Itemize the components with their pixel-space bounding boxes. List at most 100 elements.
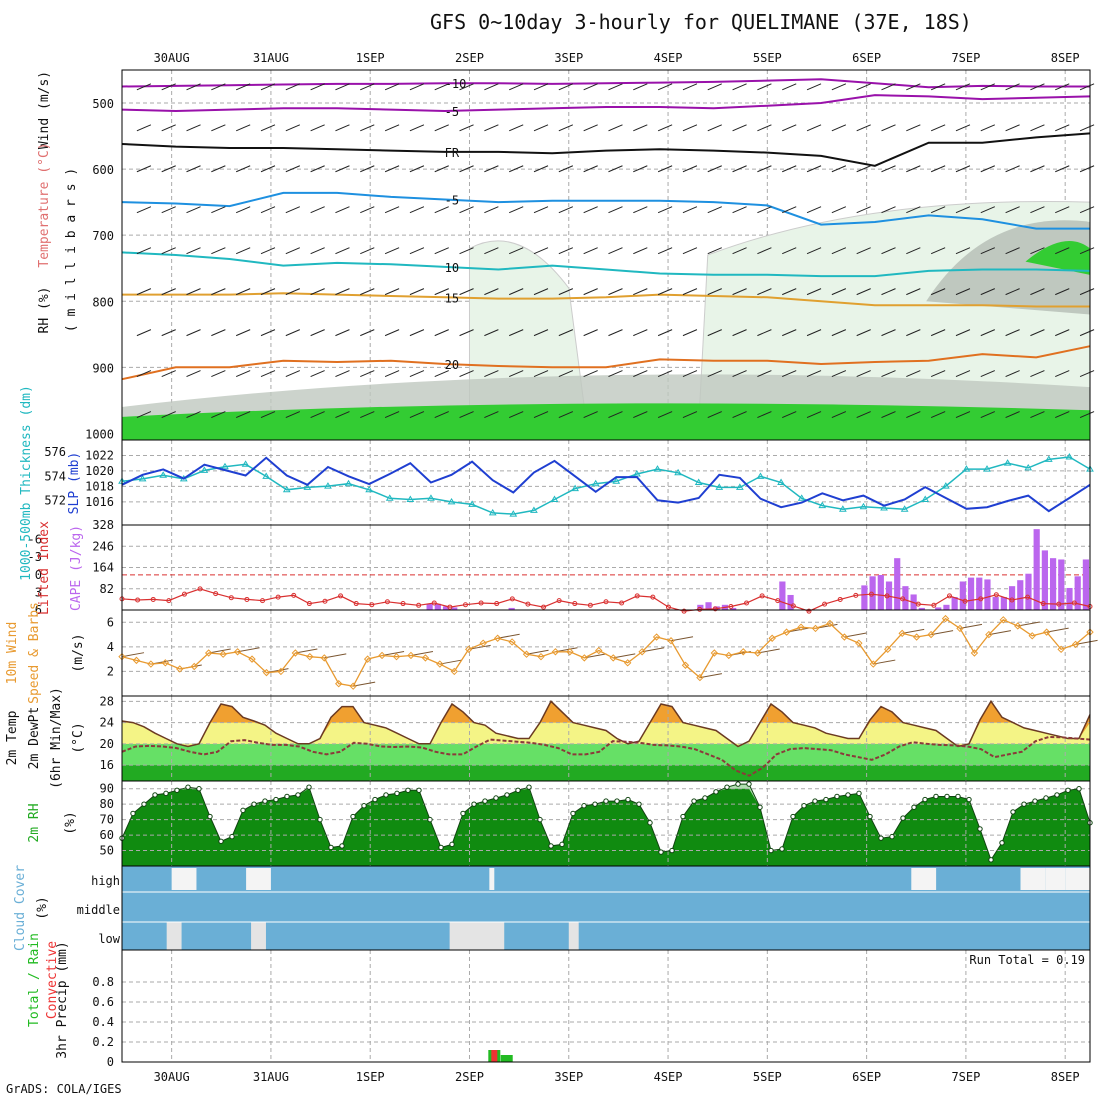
wind-speed-marker: [927, 630, 935, 639]
wind-barb: [360, 411, 375, 418]
cape-bar: [705, 602, 712, 610]
precip-convective-label: Convective: [45, 941, 60, 1019]
wind-barb: [930, 83, 946, 91]
wind-speed-marker: [710, 649, 719, 657]
rh-marker: [471, 801, 477, 807]
wind-barb: [186, 165, 201, 173]
wind-barb: [484, 288, 499, 296]
wind-barb: [1030, 83, 1045, 91]
wind-barb: [633, 370, 648, 378]
wind-barb: [955, 83, 971, 91]
cape-bar: [442, 606, 450, 610]
wind-speed-line: [121, 617, 1091, 687]
wind-barb: [930, 206, 946, 214]
wind-barb: [186, 124, 201, 132]
wind-barb: [260, 165, 276, 173]
wind-barb: [806, 165, 822, 173]
temp-axis-label: 2m Temp: [5, 710, 20, 765]
wind-barb: [208, 648, 231, 654]
rh-marker: [482, 798, 488, 804]
wind-barb: [558, 329, 574, 337]
isotherm-label: -10: [445, 77, 467, 91]
cape-tick-label: 164: [92, 561, 114, 575]
wind-speed-marker: [537, 652, 545, 661]
lifted-index-marker: [260, 598, 266, 604]
wind-barb: [906, 124, 921, 132]
wind-speed-marker: [421, 654, 430, 662]
rh-marker: [394, 790, 400, 797]
thickness-marker: [591, 479, 600, 487]
rh-marker: [1010, 809, 1016, 815]
wind-barb: [211, 206, 226, 214]
wind-barb: [335, 411, 350, 418]
wind-barb: [558, 247, 574, 255]
thickness-tick-label: 574: [44, 469, 66, 483]
wind-barb: [384, 370, 400, 378]
wind-tick-label: 6: [107, 615, 114, 629]
wind-barb: [360, 206, 375, 214]
rh-marker: [933, 793, 939, 800]
wind-barb: [1055, 83, 1070, 91]
wind-barb: [980, 370, 995, 378]
lifted-index-marker: [931, 602, 937, 608]
lifted-index-marker: [384, 599, 390, 605]
lifted-index-marker: [166, 598, 172, 604]
wind-barb: [657, 83, 673, 91]
wind-barb: [384, 288, 400, 296]
lifted-index-marker: [338, 593, 344, 599]
wind-barb: [335, 247, 350, 255]
wind-barb: [881, 206, 896, 214]
thickness-marker: [571, 484, 579, 492]
cape-bar: [877, 575, 884, 610]
wind-barb: [235, 288, 251, 296]
rh-tick-label: 50: [100, 844, 114, 858]
lifted-index-marker: [494, 601, 500, 607]
wind-barb: [707, 288, 722, 296]
rh-marker: [185, 784, 191, 790]
wind-barb: [732, 165, 747, 173]
temp-tick-label: 24: [100, 716, 114, 730]
wind-barb: [831, 83, 847, 91]
lifted-index-marker: [135, 597, 141, 603]
wind-barb: [484, 370, 499, 378]
top-day-label: 8SEP: [1051, 51, 1080, 65]
rh-marker: [592, 801, 598, 807]
wind-barb: [732, 206, 747, 214]
wind-speed-marker: [782, 628, 791, 636]
wind-barb: [757, 370, 772, 378]
wind-speed-marker: [219, 650, 227, 658]
cape-axis-label: CAPE (J/kg): [69, 525, 84, 611]
cape-bar: [1066, 587, 1073, 610]
thickness-marker: [859, 502, 868, 510]
pressure-tick-label: 800: [92, 295, 114, 309]
cape-bar: [976, 577, 983, 610]
wind-speed-marker: [190, 662, 198, 671]
cape-bar: [1058, 559, 1065, 610]
rh-marker: [449, 841, 455, 848]
wind-barb: [335, 206, 350, 214]
wind-barb: [434, 247, 449, 255]
cape-bar: [951, 597, 958, 610]
wind-barb: [409, 288, 425, 296]
lifted-index-marker: [619, 600, 625, 606]
wind-barb: [459, 411, 474, 418]
wind-barb: [583, 165, 598, 173]
cloud-level-label: low: [98, 932, 120, 946]
cape-bar: [787, 594, 794, 610]
cape-bar: [992, 597, 999, 610]
wind-barb: [782, 165, 797, 173]
lifted-index-marker: [775, 598, 781, 604]
wind-barb: [211, 124, 226, 132]
wind-barb: [856, 206, 871, 214]
wind-barb: [682, 165, 698, 173]
lifted-index-tick-label: 3: [35, 585, 42, 599]
wind-barb: [980, 206, 995, 214]
wind-barb: [335, 83, 350, 91]
rh-marker: [922, 796, 928, 803]
wind-barb: [930, 411, 946, 418]
wind-barb: [1030, 370, 1045, 378]
lifted-index-tick-label: 6: [35, 603, 42, 617]
wind-barb: [1005, 206, 1020, 214]
bottom-day-label: 5SEP: [753, 1070, 782, 1084]
wind-barb: [384, 124, 400, 132]
